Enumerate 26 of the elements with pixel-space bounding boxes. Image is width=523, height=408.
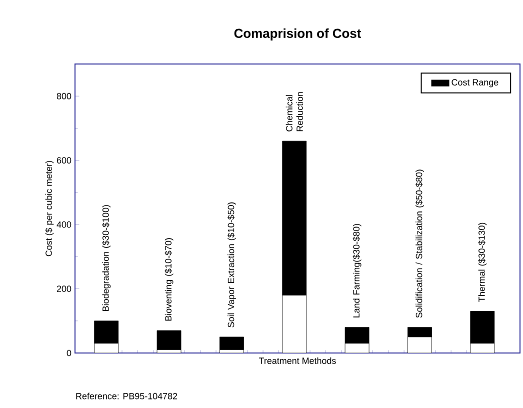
bar: [408, 336, 432, 353]
x-tick-label: Bioventing ($10-$70): [164, 238, 174, 321]
bar: [219, 336, 244, 350]
y-tick-label: 400: [56, 221, 72, 228]
bar: [94, 343, 119, 353]
x-axis-title: Treatment Methods: [259, 357, 336, 364]
x-tick-label: Thermal ($30-$130): [478, 222, 487, 302]
x-tick-label: Biodegradation ($30-$100): [102, 205, 111, 311]
bar: [470, 343, 495, 353]
bar: [156, 330, 182, 350]
bar: [282, 295, 307, 353]
x-tick-label: Land Farming($30-$80): [352, 224, 362, 318]
y-tick-label: 200: [56, 286, 72, 292]
text: Reference: PB95-104782: [76, 392, 178, 400]
y-tick-label: 0: [66, 350, 72, 356]
y-tick-label: 600: [56, 157, 72, 164]
chart-title: Comaprision of Cost: [234, 28, 362, 40]
bar: [344, 343, 370, 353]
bar: [408, 327, 432, 338]
y-tick-label: 800: [56, 92, 72, 100]
x-tick-label: Solidification / Stabilization ($50-$80): [415, 170, 424, 318]
x-tick-label: Soil Vapor Extraction ($10-$50): [227, 202, 236, 328]
y-axis-title: Cost ($ per cubic meter): [45, 160, 54, 256]
legend-label: Cost Range: [452, 79, 498, 88]
bar: [344, 327, 370, 344]
x-tick-label: Chemical Reduction: [286, 92, 303, 132]
